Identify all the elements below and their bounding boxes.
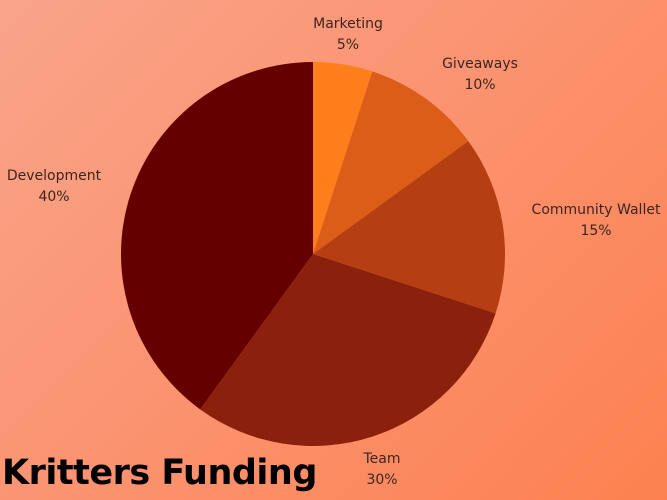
pie-slice-community-wallet — [313, 141, 505, 314]
slice-value-label: 10% — [464, 77, 495, 93]
slice-label: Giveaways — [442, 56, 518, 72]
slice-value-label: 40% — [38, 189, 69, 205]
slice-value-label: 30% — [366, 472, 397, 488]
pie-slices — [121, 62, 505, 446]
slice-label: Community Wallet — [532, 202, 661, 218]
chart-title: Kritters Funding — [2, 453, 317, 493]
slice-label: Development — [7, 168, 102, 184]
pie-slice-giveaways — [313, 71, 469, 255]
slice-value-label: 5% — [337, 37, 359, 53]
slice-value-label: 15% — [580, 223, 611, 239]
pie-slice-development — [121, 62, 313, 410]
slice-label: Marketing — [313, 16, 383, 32]
pie-slice-team — [200, 254, 496, 446]
pie-slice-marketing — [313, 62, 373, 254]
slice-label: Team — [362, 451, 400, 467]
pie-labels: Marketing 5% Giveaways 10% Community Wallet 1… — [7, 16, 661, 488]
